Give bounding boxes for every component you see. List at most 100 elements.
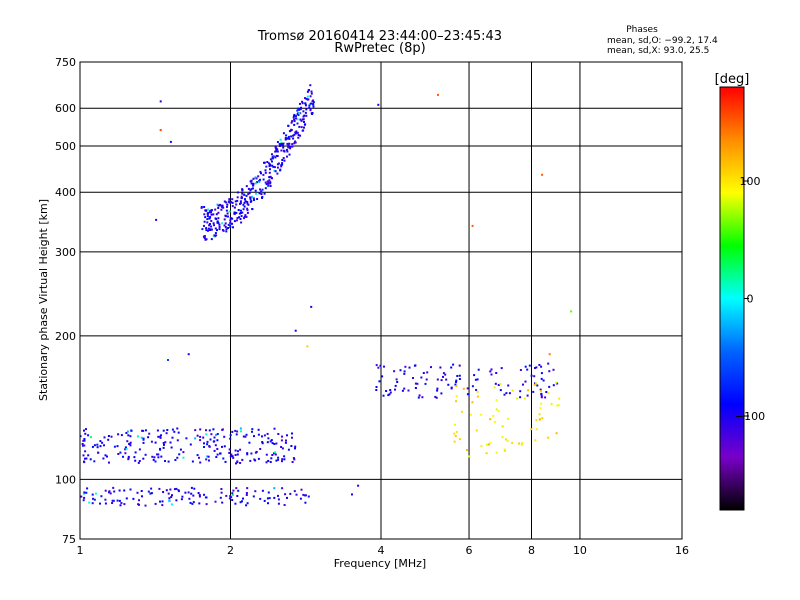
data-point [181,495,184,498]
data-point [230,453,233,456]
data-point [242,203,245,206]
data-point [246,207,249,210]
data-point [161,504,164,507]
data-point [199,461,202,464]
data-point [458,374,461,377]
data-point [214,444,217,447]
data-point [535,366,538,369]
data-point [261,489,264,492]
data-point [235,487,238,490]
data-point [542,379,545,382]
data-point [210,225,213,228]
data-point [153,456,156,459]
data-point [277,458,280,461]
data-point [305,104,307,107]
data-point [228,198,231,201]
data-point [466,387,469,390]
data-point [248,441,251,444]
data-point [216,448,219,450]
data-point [193,487,196,490]
data-point [154,460,157,463]
stats-line-x: mean, sd,X: 93.0, 25.5 [607,46,709,56]
data-point [229,495,232,498]
data-point [136,491,139,494]
data-point [231,222,234,225]
data-point [275,442,278,445]
data-point [245,504,248,507]
x-tick-label: 4 [378,544,385,557]
data-point [254,451,257,454]
data-point [205,458,208,461]
data-point [268,171,271,174]
data-point [305,108,308,111]
data-point [227,215,229,218]
data-point [401,389,404,392]
data-point [268,179,271,182]
data-point [248,192,251,195]
data-point [298,112,301,115]
data-point [208,211,211,214]
data-point [229,437,232,440]
data-point [219,496,222,499]
data-point [440,392,443,395]
data-point [203,442,205,445]
data-point [217,204,220,207]
data-point [240,221,243,224]
data-point [213,234,216,237]
data-point [519,396,522,399]
data-point [142,437,145,440]
data-point [308,104,311,107]
data-point [233,206,236,209]
data-point [275,459,278,462]
x-tick-label: 10 [573,544,587,557]
data-point [403,387,406,390]
data-point [378,380,381,383]
data-point [290,121,293,124]
data-point [157,453,160,456]
data-point [235,203,238,206]
data-point [430,366,432,369]
data-point [291,432,293,435]
data-point [117,453,120,455]
data-point [205,227,208,230]
data-point [129,435,132,438]
data-point [375,386,378,388]
data-point [165,432,168,435]
data-point [304,97,306,100]
data-point [203,493,205,496]
data-point [270,457,273,460]
data-point [238,212,241,215]
data-point [261,441,264,443]
data-point [280,439,283,442]
data-point [266,497,269,500]
data-point [519,369,522,371]
data-point [216,229,218,232]
data-point [533,375,536,378]
data-point [290,135,293,138]
data-point [147,436,150,439]
data-point [310,112,313,115]
data-point [308,89,310,92]
data-point [206,443,209,446]
data-point [215,234,218,237]
data-point [287,124,290,127]
x-tick-label: 16 [675,544,689,557]
data-point [133,456,136,459]
data-point [83,439,86,442]
data-point [126,440,129,443]
data-point [454,435,457,437]
x-axis-label: Frequency [MHz] [334,557,426,570]
data-point [294,140,296,143]
data-point [207,227,210,230]
data-point [511,441,514,444]
data-point [266,432,269,435]
data-point [214,227,217,230]
data-point [436,378,439,381]
data-point [237,209,240,211]
data-point [120,434,123,437]
data-point [558,397,561,400]
data-point [527,389,530,392]
data-point [306,90,309,93]
data-point [144,453,147,456]
data-point [404,365,407,368]
